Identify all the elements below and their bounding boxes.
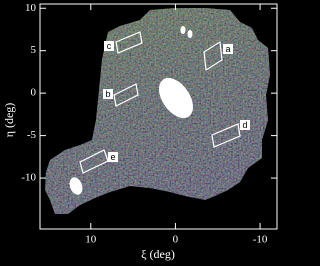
masked-region <box>180 26 186 34</box>
annotation-box <box>108 152 118 162</box>
x-axis-label: ξ (deg) <box>141 247 175 261</box>
chart: a b c d e ξ (deg) η (deg) 10 0 -10 -10 -5 0 5 10 <box>1 1 278 261</box>
field-box <box>113 83 139 107</box>
y-tick-label: -10 <box>21 172 36 184</box>
x-tick-label: 0 <box>173 234 179 246</box>
field-box <box>203 40 223 72</box>
y-tick-label: 0 <box>31 87 37 99</box>
field-box <box>211 123 241 148</box>
masked-region <box>69 177 83 195</box>
field-box <box>115 31 143 54</box>
annotation-box <box>240 120 250 130</box>
annotation: c <box>107 41 112 51</box>
x-tick-label: -10 <box>253 234 268 246</box>
y-tick-label: 10 <box>25 2 37 14</box>
annotation-box <box>104 41 114 51</box>
survey-field <box>45 8 270 214</box>
annotation-box <box>223 44 233 54</box>
masked-region <box>187 30 193 38</box>
annotation: a <box>225 44 230 54</box>
masked-region <box>158 77 194 119</box>
y-tick-label: -5 <box>27 129 37 141</box>
y-tick-label: 5 <box>31 44 37 56</box>
x-tick-label: 10 <box>85 234 97 246</box>
annotation: d <box>242 120 247 130</box>
y-axis-label: η (deg) <box>2 103 16 138</box>
annotation-box <box>103 89 113 99</box>
plot-frame <box>39 3 278 230</box>
annotation: e <box>110 152 115 162</box>
annotation: b <box>105 89 110 99</box>
